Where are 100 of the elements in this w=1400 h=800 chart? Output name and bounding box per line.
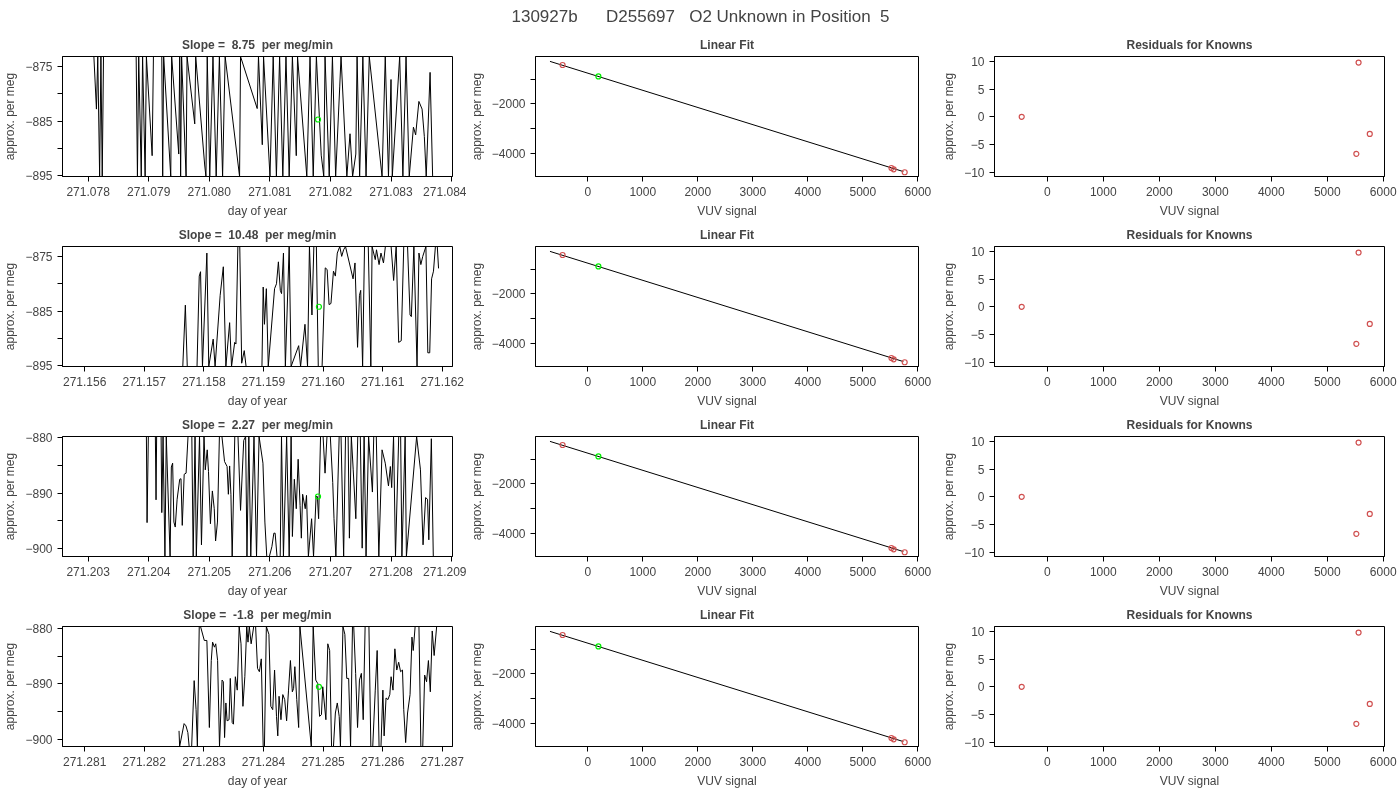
x-tick-label: 0	[1043, 754, 1051, 769]
x-axis-title: VUV signal	[697, 393, 757, 408]
y-tick-label: 5	[977, 462, 985, 477]
y-tick-label: 5	[977, 272, 985, 287]
x-tick-label: 0	[1043, 184, 1051, 199]
x-tick-label: 1000	[1089, 184, 1117, 199]
x-tick-label: 3000	[1201, 184, 1229, 199]
x-tick-label: 271.203	[66, 564, 111, 579]
x-tick-label: 0	[1043, 374, 1051, 389]
x-axis-title: day of year	[227, 393, 288, 408]
y-tick-label: −10	[964, 355, 985, 370]
x-tick-label: 0	[584, 754, 592, 769]
y-tick-label: −10	[964, 545, 985, 560]
x-tick-label: 271.286	[361, 754, 405, 769]
x-axis-title: day of year	[227, 773, 288, 788]
x-tick-label: 0	[584, 564, 592, 579]
x-tick-label: 5000	[1313, 754, 1341, 769]
y-tick-label: 5	[977, 652, 985, 667]
y-tick-label: 10	[971, 624, 985, 639]
x-tick-label: 271.208	[369, 564, 414, 579]
x-tick-label: 271.078	[66, 184, 111, 199]
y-axis-title: approx. per meg	[469, 642, 484, 731]
y-tick-label: −885	[25, 114, 53, 129]
x-tick-label: 271.205	[187, 564, 232, 579]
x-axis-title: VUV signal	[1159, 583, 1220, 598]
x-tick-label: 3000	[739, 184, 767, 199]
y-tick-label: −2000	[491, 287, 526, 302]
y-axis-title: approx. per meg	[942, 452, 957, 541]
y-axis-title: approx. per meg	[469, 72, 484, 161]
x-tick-label: 2000	[684, 754, 712, 769]
y-axis-title: approx. per meg	[469, 452, 484, 541]
x-tick-label: 5000	[849, 564, 877, 579]
x-tick-label: 6000	[1369, 374, 1397, 389]
x-tick-label: 5000	[849, 754, 877, 769]
x-tick-label: 4000	[1257, 564, 1285, 579]
y-tick-label: −5	[970, 327, 985, 342]
y-tick-label: 0	[977, 300, 985, 315]
x-tick-label: 271.156	[62, 374, 107, 389]
y-axis-title: approx. per meg	[942, 72, 957, 161]
x-tick-label: 271.206	[248, 564, 292, 579]
y-axis-title: approx. per meg	[3, 262, 18, 351]
y-tick-label: −890	[25, 486, 53, 501]
y-tick-label: 5	[977, 82, 985, 97]
y-tick-label: −875	[25, 249, 53, 264]
x-tick-label: 271.157	[122, 374, 167, 389]
y-tick-label: −10	[964, 735, 985, 750]
chart-title: Residuals for Knowns	[1126, 417, 1253, 432]
x-tick-label: 5000	[849, 374, 877, 389]
x-tick-label: 5000	[1313, 184, 1341, 199]
x-tick-label: 2000	[684, 564, 712, 579]
x-tick-label: 271.079	[127, 184, 171, 199]
x-tick-label: 271.287	[420, 754, 465, 769]
y-tick-label: 0	[977, 110, 985, 125]
x-axis-title: VUV signal	[1159, 393, 1220, 408]
y-tick-label: −880	[25, 621, 53, 636]
x-tick-label: 2000	[1145, 564, 1173, 579]
x-tick-label: 0	[584, 184, 592, 199]
x-tick-label: 0	[584, 374, 592, 389]
chart-title: Residuals for Knowns	[1126, 37, 1253, 52]
chart-title: Linear Fit	[700, 607, 755, 622]
y-tick-label: −895	[25, 169, 53, 184]
x-tick-label: 6000	[904, 184, 932, 199]
x-tick-label: 3000	[1201, 564, 1229, 579]
y-axis-title: approx. per meg	[3, 72, 18, 161]
chart-title: Slope = -1.8 per meg/min	[183, 607, 332, 622]
x-tick-label: 2000	[1145, 184, 1173, 199]
text: 130927b D255697 O2 Unknown in Position 5	[511, 6, 890, 26]
x-tick-label: 6000	[1369, 564, 1397, 579]
x-tick-label: 3000	[1201, 374, 1229, 389]
chart-title: Slope = 8.75 per meg/min	[181, 37, 334, 52]
x-tick-label: 2000	[684, 374, 712, 389]
x-axis-title: day of year	[227, 203, 288, 218]
y-tick-label: 10	[971, 54, 985, 69]
x-axis-title: VUV signal	[697, 583, 757, 598]
y-tick-label: 0	[977, 490, 985, 505]
x-tick-label: 3000	[739, 374, 767, 389]
x-tick-label: 271.160	[301, 374, 346, 389]
x-tick-label: 6000	[904, 374, 932, 389]
x-tick-label: 271.284	[241, 754, 286, 769]
y-tick-label: −5	[970, 137, 985, 152]
y-tick-label: −885	[25, 304, 53, 319]
x-tick-label: 271.283	[182, 754, 226, 769]
x-tick-label: 271.162	[420, 374, 465, 389]
x-tick-label: 5000	[1313, 564, 1341, 579]
x-tick-label: 4000	[794, 564, 822, 579]
x-tick-label: 271.158	[182, 374, 226, 389]
y-tick-label: 10	[971, 434, 985, 449]
y-axis-title: approx. per meg	[942, 262, 957, 351]
x-axis-title: VUV signal	[697, 203, 757, 218]
x-tick-label: 1000	[629, 564, 657, 579]
x-tick-label: 2000	[684, 184, 712, 199]
y-tick-label: −900	[25, 542, 53, 557]
x-tick-label: 1000	[629, 374, 657, 389]
x-tick-label: 271.083	[369, 184, 414, 199]
chart-title: Linear Fit	[700, 417, 755, 432]
x-tick-label: 5000	[1313, 374, 1341, 389]
chart-title: Slope = 2.27 per meg/min	[181, 417, 334, 432]
x-tick-label: 4000	[794, 184, 822, 199]
x-axis-title: VUV signal	[697, 773, 757, 788]
y-tick-label: −890	[25, 677, 53, 692]
